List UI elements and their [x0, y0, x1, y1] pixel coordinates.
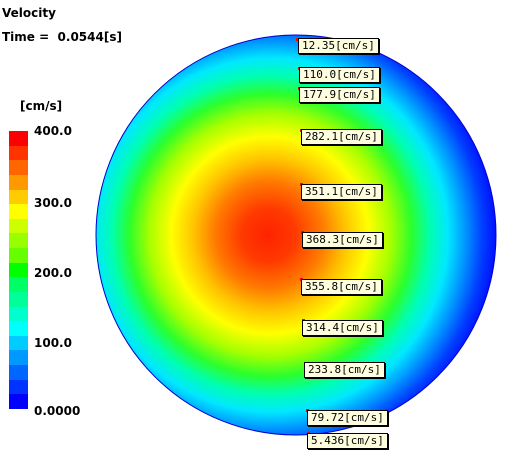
probe-label-10[interactable]: 79.72[cm/s]: [307, 410, 388, 426]
legend-tick-100: 100.0: [34, 336, 72, 350]
color-scale-band: [9, 336, 28, 350]
contour-disk: [96, 35, 496, 435]
time-readout: Time = 0.0544[s]: [2, 30, 122, 44]
probe-label-1[interactable]: 12.35[cm/s]: [298, 38, 379, 54]
probe-label-7[interactable]: 355.8[cm/s]: [301, 279, 382, 295]
color-scale-band: [9, 146, 28, 160]
color-scale-bar: [9, 131, 28, 409]
color-scale-band: [9, 175, 28, 190]
color-scale-band: [9, 248, 28, 263]
probe-marker-1: [296, 38, 299, 41]
result-title: Velocity: [2, 6, 56, 20]
color-scale-band: [9, 131, 28, 146]
color-scale-band: [9, 219, 28, 233]
color-scale-band: [9, 263, 28, 277]
color-scale-band: [9, 277, 28, 292]
domain-boundary: [95, 34, 497, 436]
legend-tick-200: 200.0: [34, 266, 72, 280]
color-scale-band: [9, 321, 28, 336]
velocity-contour-plot[interactable]: [95, 34, 497, 436]
color-scale-band: [9, 233, 28, 248]
probe-label-11[interactable]: 5.436[cm/s]: [307, 433, 388, 449]
probe-label-2[interactable]: 110.0[cm/s]: [299, 67, 380, 83]
color-scale-band: [9, 307, 28, 321]
probe-label-5[interactable]: 351.1[cm/s]: [301, 184, 382, 200]
legend-tick-0: 0.0000: [34, 404, 81, 418]
color-scale-band: [9, 204, 28, 219]
color-scale-band: [9, 190, 28, 204]
legend-tick-300: 300.0: [34, 196, 72, 210]
color-scale-band: [9, 292, 28, 307]
probe-label-8[interactable]: 314.4[cm/s]: [302, 320, 383, 336]
color-scale-band: [9, 350, 28, 365]
legend-tick-400: 400.0: [34, 124, 72, 138]
legend-units: [cm/s]: [20, 99, 63, 113]
probe-label-6[interactable]: 368.3[cm/s]: [302, 232, 383, 248]
color-scale-band: [9, 394, 28, 409]
color-scale-band: [9, 380, 28, 394]
color-scale-band: [9, 160, 28, 175]
probe-label-4[interactable]: 282.1[cm/s]: [301, 129, 382, 145]
color-scale-band: [9, 365, 28, 380]
probe-label-3[interactable]: 177.9[cm/s]: [299, 87, 380, 103]
probe-label-9[interactable]: 233.8[cm/s]: [304, 362, 385, 378]
